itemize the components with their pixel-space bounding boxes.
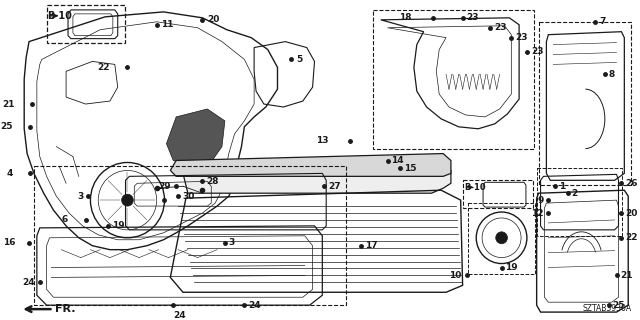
Text: 8: 8: [609, 70, 615, 79]
Text: 9: 9: [537, 196, 543, 204]
Text: FR.: FR.: [56, 304, 76, 314]
Text: 30: 30: [182, 192, 195, 201]
Text: SZTAB3930A: SZTAB3930A: [582, 304, 631, 313]
Circle shape: [496, 232, 508, 244]
Polygon shape: [166, 109, 225, 166]
Polygon shape: [183, 164, 451, 193]
Text: 22: 22: [97, 63, 110, 72]
Text: 16: 16: [3, 238, 15, 247]
Text: 26: 26: [625, 179, 638, 188]
Text: 25: 25: [0, 122, 13, 131]
Text: 21: 21: [2, 100, 15, 108]
Text: 20: 20: [625, 209, 637, 218]
Polygon shape: [170, 154, 451, 176]
Text: 21: 21: [620, 271, 633, 280]
Text: 5: 5: [296, 55, 302, 64]
Text: 11: 11: [161, 20, 173, 29]
Text: 27: 27: [328, 182, 340, 191]
Text: 28: 28: [206, 177, 219, 186]
Text: 4: 4: [6, 169, 13, 178]
Text: 10: 10: [449, 271, 461, 280]
Text: 23: 23: [467, 13, 479, 22]
Text: 3: 3: [77, 192, 84, 201]
Text: 25: 25: [612, 301, 625, 310]
Text: 7: 7: [599, 17, 605, 26]
Text: 15: 15: [404, 164, 417, 173]
Text: 24: 24: [248, 301, 261, 310]
Text: 24: 24: [22, 278, 35, 287]
Text: 24: 24: [173, 310, 186, 320]
Text: 6: 6: [62, 215, 68, 224]
Text: 3: 3: [228, 238, 235, 247]
Text: 12: 12: [531, 209, 543, 218]
Text: 14: 14: [392, 156, 404, 165]
Text: 19: 19: [506, 263, 518, 272]
Text: 23: 23: [531, 47, 543, 56]
Text: 22: 22: [625, 233, 638, 242]
Text: 2: 2: [572, 189, 578, 198]
Circle shape: [122, 194, 133, 206]
Text: 29: 29: [159, 182, 172, 191]
Text: 17: 17: [365, 241, 378, 250]
Text: 13: 13: [316, 136, 328, 145]
Text: 19: 19: [112, 221, 125, 230]
Text: B-10: B-10: [47, 11, 72, 21]
Text: 23: 23: [515, 33, 528, 42]
Text: 23: 23: [494, 23, 506, 32]
Text: 1: 1: [559, 182, 565, 191]
Text: 18: 18: [399, 13, 412, 22]
Text: 20: 20: [207, 15, 220, 24]
Text: B-10: B-10: [465, 183, 486, 192]
